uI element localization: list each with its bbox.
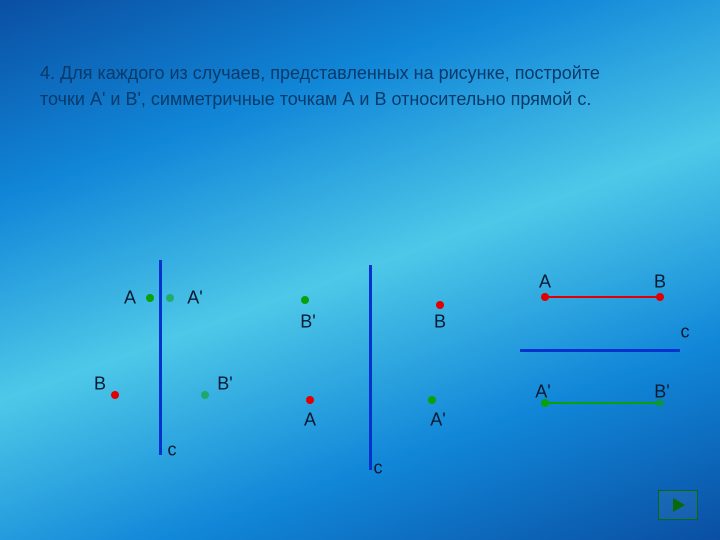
next-button[interactable] — [658, 490, 698, 520]
case2-point-a-prime — [428, 396, 436, 404]
case1-point-b — [111, 391, 119, 399]
case3-point-b — [656, 293, 664, 301]
case1-label-b-prime: В' — [217, 374, 232, 395]
case2-line-label: с — [374, 458, 383, 479]
case2-label-a: А — [304, 410, 316, 431]
play-icon — [670, 497, 686, 513]
case1-label-a: А — [124, 288, 136, 309]
case2-point-a — [306, 396, 314, 404]
case2-point-b — [436, 301, 444, 309]
case3-label-b: В — [654, 272, 666, 293]
case3-label-a-prime: А' — [535, 382, 550, 403]
case1-point-a — [146, 294, 154, 302]
case3-label-a: А — [539, 272, 551, 293]
case1-label-a-prime: А' — [187, 288, 202, 309]
slide: 4. Для каждого из случаев, представленны… — [0, 0, 720, 540]
case1-point-b-prime — [201, 391, 209, 399]
case2-line-c — [369, 265, 372, 470]
case1-line-label: с — [168, 440, 177, 461]
case2-label-b-prime: В' — [300, 312, 315, 333]
case3-point-a — [541, 293, 549, 301]
case2-label-b: В — [434, 312, 446, 333]
case1-line-c — [159, 260, 162, 455]
case3-label-b-prime: В' — [654, 382, 669, 403]
problem-text: 4. Для каждого из случаев, представленны… — [40, 60, 640, 112]
case3-segment-ab — [545, 296, 660, 298]
case3-line-label: с — [681, 322, 690, 343]
case1-label-b: В — [94, 374, 106, 395]
case1-point-a-prime — [166, 294, 174, 302]
case3-segment-ab-prime — [545, 402, 660, 404]
case3-line-c — [520, 349, 680, 352]
case2-label-a-prime: А' — [430, 410, 445, 431]
case2-point-b-prime — [301, 296, 309, 304]
